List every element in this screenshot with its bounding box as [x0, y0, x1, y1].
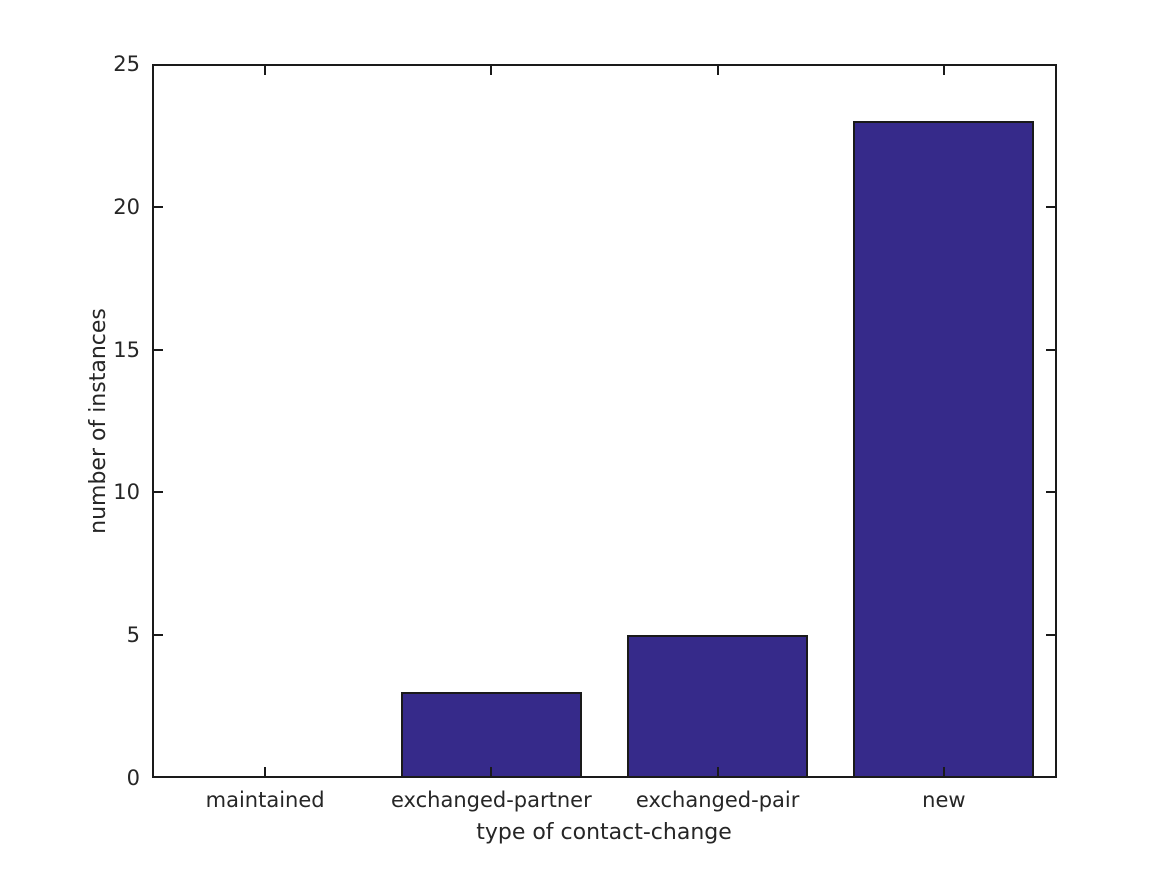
x-tick-bottom: [942, 767, 945, 778]
y-tick-label: 25: [113, 52, 140, 76]
y-tick-label: 0: [126, 766, 140, 790]
x-tick-bottom: [716, 767, 719, 778]
x-tick-label: exchanged-pair: [635, 788, 800, 812]
x-axis-label: type of contact-change: [476, 820, 732, 845]
x-tick-bottom: [264, 767, 267, 778]
y-tick-label: 15: [113, 337, 140, 362]
y-axis-label: number of instances: [86, 308, 111, 534]
y-tick-label: 20: [113, 194, 140, 219]
x-tick-top: [490, 64, 493, 75]
x-tick-bottom: [490, 767, 493, 778]
bar-new: [853, 121, 1035, 778]
y-tick-left: [152, 634, 163, 637]
x-tick-top: [716, 64, 719, 75]
y-tick-label: 5: [126, 623, 140, 648]
y-tick-left: [152, 205, 163, 208]
y-tick-right: [1046, 205, 1057, 208]
y-tick-right: [1046, 64, 1057, 65]
x-tick-label: maintained: [205, 788, 325, 812]
y-tick-left: [152, 64, 163, 65]
plot-area: [152, 64, 1057, 778]
y-tick-right: [1046, 491, 1057, 494]
y-tick-left: [152, 777, 163, 778]
y-tick-left: [152, 491, 163, 494]
bar-exchanged-partner: [400, 692, 582, 778]
y-tick-right: [1046, 777, 1057, 778]
x-tick-label: new: [922, 788, 966, 812]
bar-exchanged-pair: [627, 635, 809, 778]
y-tick-right: [1046, 634, 1057, 637]
x-tick-label: exchanged-partner: [391, 788, 592, 812]
y-tick-label: 10: [113, 480, 140, 505]
y-tick-right: [1046, 348, 1057, 351]
y-tick-left: [152, 348, 163, 351]
x-tick-top: [264, 64, 267, 75]
x-tick-top: [942, 64, 945, 75]
